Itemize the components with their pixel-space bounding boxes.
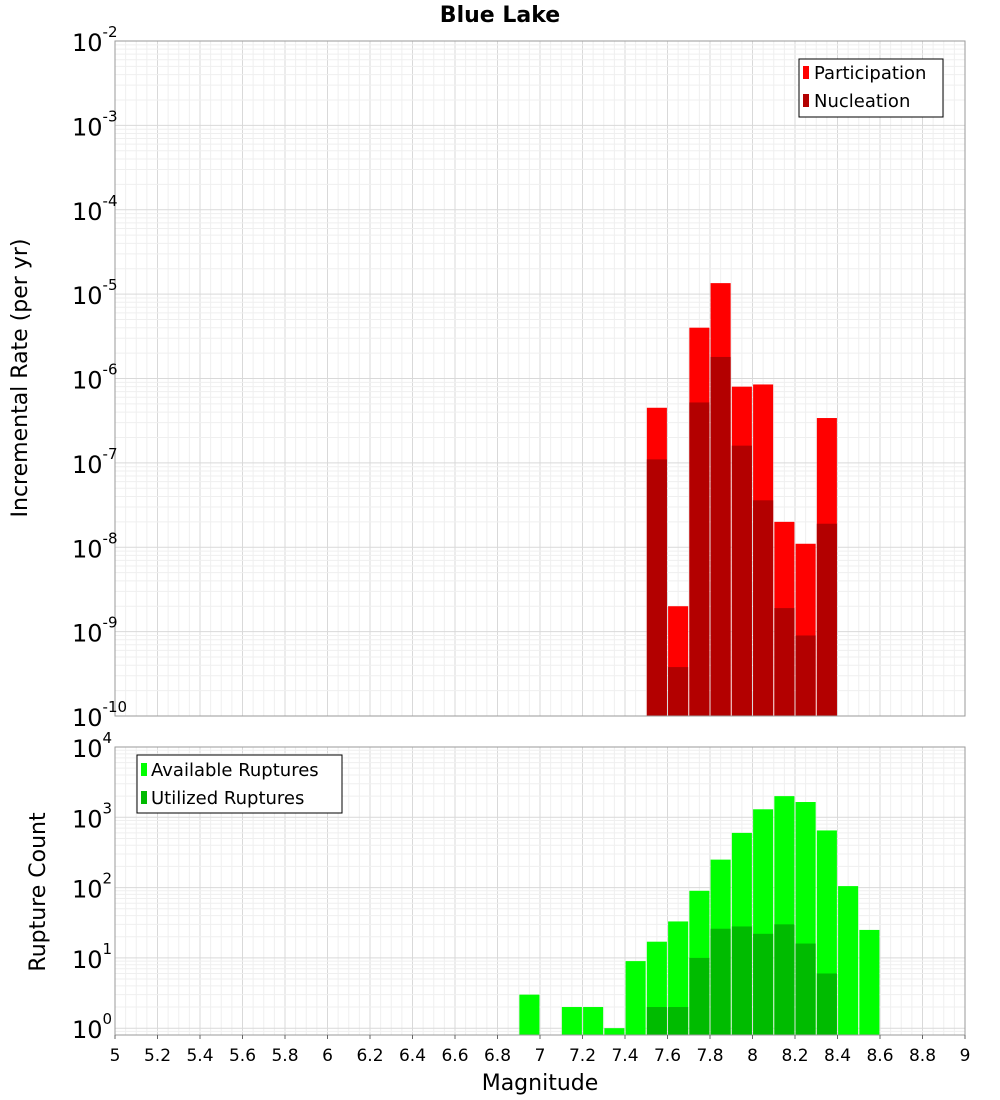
nucleation-bar	[710, 356, 731, 716]
x-axis-label: Magnitude	[482, 1071, 599, 1096]
bottom-y-ticks: 104 103 102 101 100	[72, 729, 112, 1044]
x-tick-label: 6.8	[484, 1046, 511, 1066]
available-ruptures-bar	[668, 921, 689, 1035]
nucleation-bar	[731, 445, 752, 716]
top-legend: Participation Nucleation	[798, 58, 944, 118]
legend-swatch-utilized	[141, 791, 147, 804]
x-tick-label: 5.6	[229, 1046, 256, 1066]
x-tick-label: 5	[110, 1046, 121, 1066]
top-ytick-label: 10-7	[72, 445, 118, 479]
x-tick-label: 9	[960, 1046, 971, 1066]
available-ruptures-bar	[604, 1028, 625, 1035]
bottom-x-ticks: 5 5.2 5.4 5.6 5.8 6 6.2 6.4 6.6 6.8 7 7.2 7.4 7.6 7.8 8…	[110, 1035, 971, 1066]
legend-swatch-nucleation	[803, 94, 809, 107]
available-ruptures-bar	[859, 929, 880, 1035]
nucleation-bar	[668, 667, 689, 716]
x-tick-label: 8	[747, 1046, 758, 1066]
top-panel: 10-2 10-3 10-4 10-5 10-6 10-7 10-8 10-9 10-10 In…	[8, 23, 966, 732]
utilized-ruptures-bar	[668, 1007, 689, 1035]
top-ytick-label: 10-5	[72, 276, 118, 310]
bottom-ytick-label: 103	[72, 799, 112, 833]
top-ytick-label: 10-3	[72, 107, 118, 141]
available-ruptures-bar	[625, 961, 646, 1035]
nucleation-bar	[753, 500, 774, 716]
utilized-ruptures-bar	[646, 1007, 667, 1035]
top-plot-frame	[114, 40, 966, 717]
utilized-ruptures-bar	[816, 973, 837, 1035]
bottom-ytick-label: 102	[72, 870, 112, 904]
bottom-legend: Available Ruptures Utilized Ruptures	[136, 754, 343, 814]
utilized-ruptures-bar	[731, 926, 752, 1035]
nucleation-bar	[816, 523, 837, 716]
legend-swatch-participation	[803, 66, 809, 79]
chart-title: Blue Lake	[440, 3, 560, 28]
nucleation-bar	[774, 608, 795, 716]
x-tick-label: 5.4	[186, 1046, 213, 1066]
top-y-axis-label: Incremental Rate (per yr)	[8, 239, 33, 518]
available-ruptures-bar	[561, 1007, 582, 1035]
available-ruptures-bar	[519, 994, 540, 1035]
x-tick-label: 8.4	[824, 1046, 851, 1066]
top-bars	[646, 283, 837, 716]
nucleation-bar	[689, 402, 710, 716]
x-tick-label: 7	[535, 1046, 546, 1066]
utilized-ruptures-bar	[774, 924, 795, 1035]
x-tick-label: 6.2	[356, 1046, 383, 1066]
x-tick-label: 7.2	[569, 1046, 596, 1066]
x-tick-label: 8.8	[909, 1046, 936, 1066]
x-tick-label: 8.6	[866, 1046, 893, 1066]
top-ytick-label: 10-10	[72, 698, 127, 732]
bottom-panel: 104 103 102 101 100 5 5.2 5.4 5.6 5.8 6 6.2 6.4 6.6 6…	[26, 729, 970, 1096]
bottom-bars	[519, 796, 880, 1035]
nucleation-bar	[795, 635, 816, 716]
x-tick-label: 6.6	[441, 1046, 468, 1066]
available-ruptures-bar	[838, 886, 859, 1035]
legend-swatch-available	[141, 763, 147, 776]
top-ytick-label: 10-9	[72, 614, 118, 648]
legend-label-nucleation: Nucleation	[814, 91, 910, 112]
x-tick-label: 7.4	[611, 1046, 638, 1066]
utilized-ruptures-bar	[753, 933, 774, 1035]
bottom-ytick-label: 101	[72, 940, 112, 974]
bottom-ytick-label: 100	[72, 1010, 112, 1044]
x-tick-label: 7.8	[696, 1046, 723, 1066]
top-grid	[114, 40, 966, 717]
legend-label-participation: Participation	[814, 63, 926, 84]
bottom-y-axis-label: Rupture Count	[26, 812, 51, 972]
top-ytick-label: 10-2	[72, 23, 118, 57]
legend-label-available: Available Ruptures	[151, 760, 319, 781]
x-tick-label: 5.2	[144, 1046, 171, 1066]
top-ytick-label: 10-4	[72, 192, 118, 226]
x-tick-label: 8.2	[781, 1046, 808, 1066]
bottom-ytick-label: 104	[72, 729, 112, 763]
top-y-ticks: 10-2 10-3 10-4 10-5 10-6 10-7 10-8 10-9 10-10	[72, 23, 127, 732]
utilized-ruptures-bar	[795, 943, 816, 1035]
nucleation-bar	[646, 459, 667, 716]
x-tick-label: 5.8	[271, 1046, 298, 1066]
utilized-ruptures-bar	[710, 928, 731, 1035]
x-tick-label: 7.6	[654, 1046, 681, 1066]
x-tick-label: 6.4	[399, 1046, 426, 1066]
x-tick-label: 6	[322, 1046, 333, 1066]
available-ruptures-bar	[583, 1007, 604, 1035]
top-ytick-label: 10-6	[72, 361, 118, 395]
legend-label-utilized: Utilized Ruptures	[151, 788, 304, 809]
top-ytick-label: 10-8	[72, 529, 118, 563]
utilized-ruptures-bar	[689, 957, 710, 1035]
